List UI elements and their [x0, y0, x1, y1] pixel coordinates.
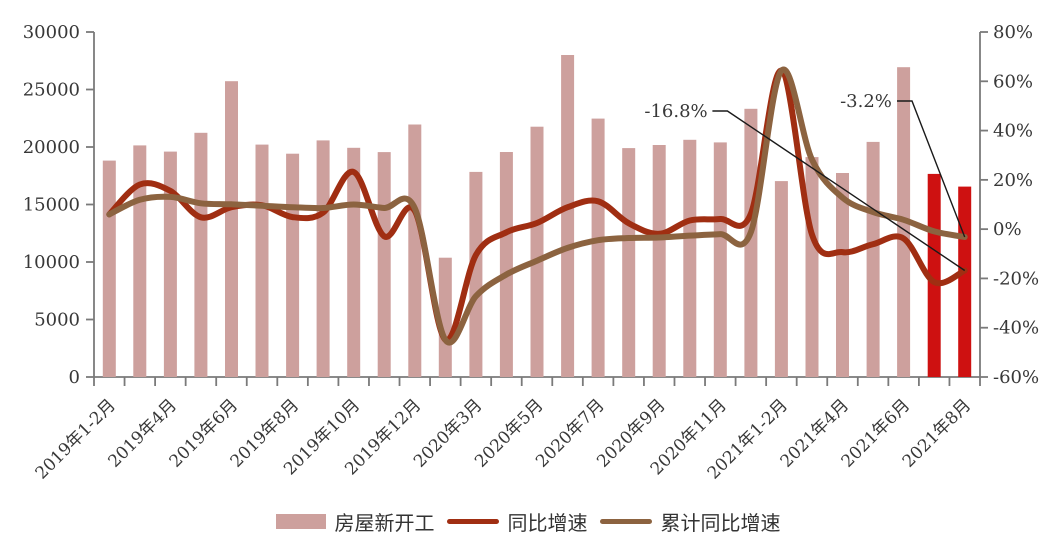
legend-item-bars: 房屋新开工	[275, 507, 435, 536]
svg-text:60%: 60%	[993, 71, 1033, 92]
bar	[622, 148, 636, 377]
svg-text:0: 0	[69, 367, 80, 388]
bar	[713, 142, 727, 377]
legend-label-cum: 累计同比增速	[660, 511, 781, 535]
svg-text:15000: 15000	[23, 195, 80, 216]
svg-text:10000: 10000	[23, 252, 80, 273]
bar	[133, 145, 147, 377]
bar	[744, 108, 758, 378]
svg-text:-20%: -20%	[993, 268, 1039, 289]
svg-text:-60%: -60%	[993, 367, 1039, 388]
cumulative-growth-line	[106, 66, 968, 346]
bar	[836, 173, 849, 377]
bar	[408, 124, 422, 377]
annotation: -16.8%	[644, 101, 966, 272]
legend-label-bars: 房屋新开工	[334, 511, 435, 535]
axis-tick-labels: 0 5000 10000 15000 20000 25000 30000 -60% -40% -2…	[23, 22, 1039, 388]
bar	[774, 181, 788, 377]
bar	[683, 139, 697, 377]
bar	[958, 186, 972, 377]
svg-text:80%: 80%	[993, 22, 1033, 43]
legend-item-cum-line: 累计同比增速	[599, 507, 781, 536]
bar	[225, 81, 238, 377]
bar	[102, 160, 116, 377]
bar-swatch	[275, 514, 326, 529]
svg-text:-40%: -40%	[993, 318, 1039, 339]
svg-text:2019年1-2月: 2019年1-2月	[32, 395, 120, 483]
bar	[805, 157, 819, 377]
bar	[927, 173, 941, 377]
legend-label-yoy: 同比增速	[507, 511, 588, 535]
svg-text:30000: 30000	[23, 22, 80, 43]
bar	[652, 145, 666, 377]
bar	[255, 144, 269, 377]
bar	[316, 140, 330, 377]
bar	[438, 257, 452, 377]
bar	[163, 151, 177, 377]
cum-line-swatch	[599, 519, 652, 524]
legend-item-yoy-line: 同比增速	[446, 507, 588, 536]
bar	[530, 126, 544, 377]
annotation-label: -16.8%	[644, 101, 707, 122]
bar	[286, 153, 300, 377]
svg-text:20%: 20%	[993, 170, 1033, 191]
x-axis-labels: 2019年1-2月2019年4月2019年6月2019年8月2019年10月20…	[32, 395, 976, 483]
yoy-line-swatch	[446, 519, 499, 524]
annotation-label: -3.2%	[840, 91, 892, 112]
svg-text:0%: 0%	[993, 219, 1022, 240]
svg-text:20000: 20000	[23, 137, 80, 158]
legend: 房屋新开工 同比增速 累计同比增速	[0, 507, 1056, 536]
bar	[194, 132, 208, 377]
bar	[561, 55, 575, 377]
svg-text:5000: 5000	[34, 310, 80, 331]
bar	[591, 118, 605, 377]
bar	[377, 152, 391, 377]
bar	[469, 171, 483, 377]
bar	[499, 152, 513, 377]
svg-text:25000: 25000	[23, 80, 80, 101]
bar	[866, 141, 880, 377]
annotation: -3.2%	[840, 91, 966, 238]
bars-housing-starts	[102, 55, 972, 378]
svg-text:40%: 40%	[993, 121, 1033, 142]
